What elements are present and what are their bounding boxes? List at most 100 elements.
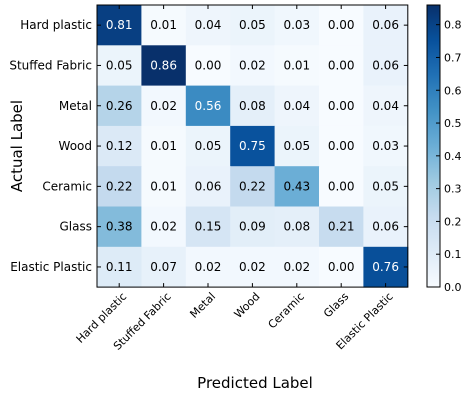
- heatmap-cell-r3-c1: [141, 125, 187, 167]
- heatmap-cell-r3-c2: [185, 125, 231, 167]
- heatmap-cell-r2-c4: [274, 85, 320, 127]
- cell-value-label-r2-c4: 0.04: [283, 99, 310, 113]
- cell-value-label-r3-c0: 0.12: [106, 139, 133, 153]
- cell-value-label-r5-c0: 0.38: [106, 220, 133, 234]
- heatmap-cell-r3-c6: [363, 125, 409, 167]
- cell-value-label-r1-c0: 0.05: [106, 58, 133, 72]
- cell-value-label-r1-c5: 0.00: [328, 58, 355, 72]
- cell-value-label-r1-c3: 0.02: [239, 58, 266, 72]
- cell-value-label-r5-c3: 0.09: [239, 220, 266, 234]
- heatmap-cell-r6-c3: [230, 246, 276, 288]
- heatmap-cell-r1-c2: [185, 45, 231, 87]
- cell-value-label-r5-c1: 0.02: [150, 220, 177, 234]
- heatmap-cell-r0-c4: [274, 5, 320, 46]
- cell-value-label-r0-c4: 0.03: [283, 18, 310, 32]
- cell-value-label-r3-c5: 0.00: [328, 139, 355, 153]
- cell-value-label-r5-c4: 0.08: [283, 220, 310, 234]
- heatmap-cell-r5-c4: [274, 206, 320, 248]
- cell-value-label-r2-c3: 0.08: [239, 99, 266, 113]
- cell-value-label-r2-c0: 0.26: [106, 99, 133, 113]
- cell-value-label-r6-c2: 0.02: [195, 260, 222, 274]
- cell-value-label-r0-c3: 0.05: [239, 18, 266, 32]
- heatmap-cell-r2-c1: [141, 85, 187, 127]
- cell-value-label-r4-c5: 0.00: [328, 179, 355, 193]
- heatmap-cell-r0-c0: [97, 5, 142, 46]
- heatmap-cell-r4-c6: [363, 166, 409, 207]
- cell-value-label-r6-c6: 0.76: [372, 260, 399, 274]
- row-tick-label: Ceramic: [42, 179, 92, 193]
- cell-value-label-r0-c5: 0.00: [328, 18, 355, 32]
- heatmap-cell-r2-c3: [230, 85, 276, 127]
- colorbar-ticks: 0.0 0.1 0.2 0.3 0.4 0.5 0.6 0.7 0.8: [436, 19, 462, 294]
- cell-value-label-r0-c2: 0.04: [195, 18, 222, 32]
- cell-value-label-r3-c2: 0.05: [195, 139, 222, 153]
- column-tick-label: Ceramic: [266, 290, 307, 331]
- cell-value-label-r1-c6: 0.06: [372, 58, 399, 72]
- colorbar-tick-label: 0.6: [444, 84, 462, 97]
- heatmap-cell-r3-c0: [97, 125, 142, 167]
- cell-value-label-r3-c4: 0.05: [283, 139, 310, 153]
- cell-value-label-r6-c5: 0.00: [328, 260, 355, 274]
- heatmap-cell-r6-c6: [363, 246, 409, 288]
- row-tick-label: Stuffed Fabric: [9, 58, 92, 72]
- heatmap-cell-r5-c1: [141, 206, 187, 248]
- colorbar: [426, 4, 441, 288]
- heatmap-cell-r4-c0: [97, 166, 142, 207]
- heatmap-cell-r1-c1: [141, 45, 187, 87]
- heatmap-cell-r5-c6: [363, 206, 409, 248]
- cell-value-label-r1-c4: 0.01: [283, 58, 310, 72]
- heatmap-cell-r3-c4: [274, 125, 320, 167]
- heatmap-cell-r1-c6: [363, 45, 409, 87]
- colorbar-tick-label: 0.3: [444, 183, 462, 196]
- colorbar-tick-label: 0.4: [444, 150, 462, 163]
- y-axis-label: Actual Label: [8, 100, 26, 192]
- heatmap-cell-r0-c1: [141, 5, 187, 46]
- column-tick-label: Wood: [232, 290, 263, 321]
- cell-value-label-r5-c6: 0.06: [372, 220, 399, 234]
- row-tick-label: Metal: [59, 99, 92, 113]
- cell-value-label-r6-c4: 0.02: [283, 260, 310, 274]
- cell-value-label-r4-c2: 0.06: [195, 179, 222, 193]
- heatmap-cell-r5-c2: [185, 206, 231, 248]
- colorbar-tick-label: 0.1: [444, 248, 462, 261]
- cell-value-label-r0-c0: 0.81: [106, 18, 133, 32]
- heatmap-cell-r5-c0: [97, 206, 142, 248]
- heatmap-cell-r1-c5: [319, 45, 364, 87]
- heatmap-cell-labels: 0.81 0.01 0.04 0.05 0.03 0.00 0.06 0.05 0.86 0.00…: [106, 18, 399, 274]
- heatmap-cell-r1-c0: [97, 45, 142, 87]
- cell-value-label-r4-c1: 0.01: [150, 179, 177, 193]
- heatmap-cell-r6-c5: [319, 246, 364, 288]
- column-tick-label: Glass: [321, 290, 351, 320]
- row-tick-label: Glass: [60, 220, 93, 234]
- heatmap-cell-r6-c0: [97, 246, 142, 288]
- column-tick-label: Metal: [187, 290, 218, 321]
- cell-value-label-r5-c5: 0.21: [328, 220, 355, 234]
- cell-value-label-r0-c6: 0.06: [372, 18, 399, 32]
- heatmap-cell-r4-c3: [230, 166, 276, 207]
- colorbar-tick-label: 0.5: [444, 117, 462, 130]
- cell-value-label-r1-c2: 0.00: [195, 58, 222, 72]
- cell-value-label-r3-c6: 0.03: [372, 139, 399, 153]
- row-tick-labels: Hard plastic Stuffed Fabric Metal Wood Ceram…: [9, 18, 408, 274]
- heatmap-cell-r4-c2: [185, 166, 231, 207]
- colorbar-tick-label: 0.0: [444, 281, 462, 294]
- heatmap-cell-r4-c4: [274, 166, 320, 207]
- heatmap-cell-r0-c5: [319, 5, 364, 46]
- colorbar-tick-label: 0.7: [444, 51, 462, 64]
- cell-value-label-r2-c2: 0.56: [195, 99, 222, 113]
- cell-value-label-r6-c0: 0.11: [106, 260, 133, 274]
- heatmap-cell-r2-c2: [185, 85, 231, 127]
- heatmap-cell-r3-c5: [319, 125, 364, 167]
- heatmap-cell-r0-c3: [230, 5, 276, 46]
- row-tick-label: Hard plastic: [20, 18, 92, 32]
- heatmap-cell-r0-c6: [363, 5, 409, 46]
- cell-value-label-r1-c1: 0.86: [150, 58, 177, 72]
- cell-value-label-r3-c1: 0.01: [150, 139, 177, 153]
- colorbar-tick-label: 0.8: [444, 19, 462, 32]
- cell-value-label-r2-c5: 0.00: [328, 99, 355, 113]
- cell-value-label-r6-c1: 0.07: [150, 260, 177, 274]
- cell-value-label-r2-c6: 0.04: [372, 99, 399, 113]
- heatmap-cell-r2-c0: [97, 85, 142, 127]
- cell-value-label-r2-c1: 0.02: [150, 99, 177, 113]
